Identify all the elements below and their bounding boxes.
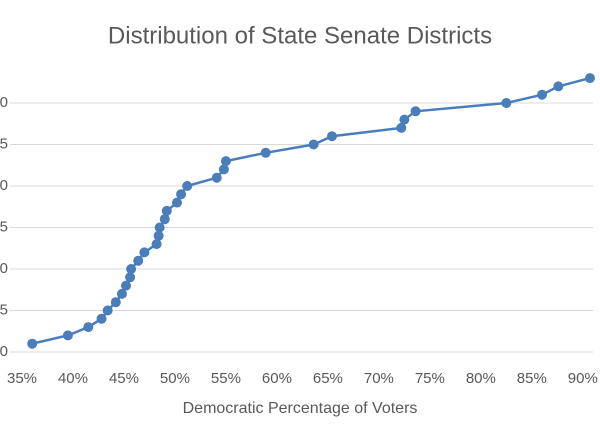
data-point xyxy=(161,205,172,216)
y-tick-label: 5 xyxy=(0,301,8,318)
data-point xyxy=(218,164,229,175)
chart-title: Distribution of State Senate Districts xyxy=(108,22,492,49)
data-point xyxy=(83,322,94,333)
data-point xyxy=(110,297,121,308)
data-point xyxy=(151,239,162,250)
data-point xyxy=(182,181,193,191)
data-point xyxy=(410,106,421,117)
data-point xyxy=(211,172,222,183)
x-tick-label: 45% xyxy=(109,370,139,387)
x-tick-label: 85% xyxy=(517,370,547,387)
y-tick-label: 20 xyxy=(0,177,8,194)
x-tick-label: 60% xyxy=(262,370,292,387)
data-point xyxy=(501,98,512,108)
y-tick-label: 30 xyxy=(0,94,8,111)
y-tick-label: 10 xyxy=(0,260,8,277)
data-point xyxy=(121,280,132,291)
x-tick-label: 35% xyxy=(7,370,37,387)
x-tick-label: 90% xyxy=(568,370,598,387)
data-point xyxy=(171,197,182,208)
data-point xyxy=(159,214,170,225)
data-point xyxy=(399,114,410,125)
x-tick-label: 55% xyxy=(211,370,241,387)
data-point xyxy=(176,189,187,200)
x-tick-label: 70% xyxy=(364,370,394,387)
data-point xyxy=(153,230,164,241)
data-point xyxy=(27,338,38,349)
data-point xyxy=(584,73,595,84)
x-axis-title: Democratic Percentage of Voters xyxy=(183,400,418,417)
x-tick-label: 80% xyxy=(466,370,496,387)
data-point xyxy=(260,147,271,158)
data-point xyxy=(537,89,548,100)
x-tick-label: 50% xyxy=(160,370,190,387)
y-tick-label: 0 xyxy=(0,343,8,360)
data-point xyxy=(102,305,113,316)
data-point xyxy=(126,264,137,274)
y-tick-label: 15 xyxy=(0,218,8,235)
data-point xyxy=(139,247,150,258)
x-tick-label: 65% xyxy=(313,370,343,387)
data-point xyxy=(396,122,407,133)
data-point xyxy=(133,255,144,266)
data-point xyxy=(62,330,73,341)
data-point xyxy=(116,288,127,299)
x-tick-label: 40% xyxy=(58,370,88,387)
y-tick-label: 25 xyxy=(0,135,8,152)
x-tick-label: 75% xyxy=(415,370,445,387)
data-point xyxy=(553,81,564,92)
data-point xyxy=(308,139,319,150)
data-point xyxy=(154,222,165,233)
data-point xyxy=(96,313,107,324)
data-point xyxy=(220,156,231,167)
data-point xyxy=(326,131,337,142)
data-point xyxy=(125,272,136,283)
